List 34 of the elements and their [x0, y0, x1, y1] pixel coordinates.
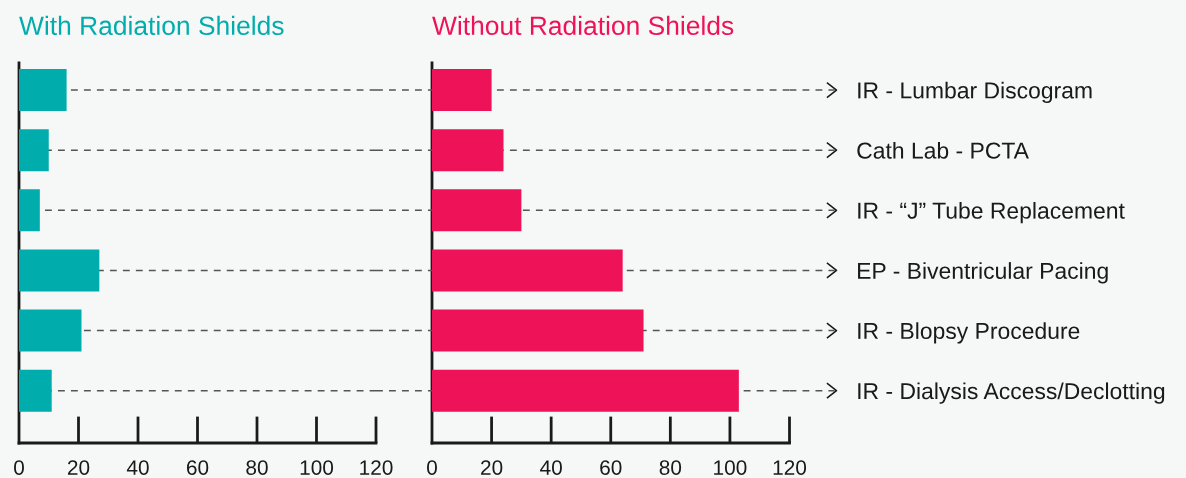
- x-tick-label: 40: [126, 460, 149, 475]
- x-tick-label: 120: [360, 460, 393, 475]
- x-tick-label: 40: [540, 460, 562, 475]
- bar: [19, 129, 49, 172]
- x-tick-label: 60: [600, 460, 622, 475]
- y-tick-label: Cath Lab - PCTA: [857, 141, 1029, 159]
- x-tick-label: 120: [773, 460, 807, 475]
- bar: [19, 369, 52, 412]
- bar: [19, 69, 67, 112]
- y-tick-label: IR - Dialysis Access/Declotting: [858, 382, 1165, 404]
- x-tick-label: 100: [714, 460, 747, 475]
- bar: [432, 189, 522, 232]
- y-tick-label: IR - Blopsy Procedure: [858, 322, 1080, 344]
- x-tick-label: 20: [481, 460, 503, 475]
- bar: [432, 249, 623, 292]
- chart-title: With Radiation Shields: [19, 15, 284, 36]
- y-tick-label: IR - “J” Tube Replacement: [858, 202, 1125, 224]
- x-tick-label: 80: [246, 460, 268, 475]
- x-tick-label: 80: [659, 460, 682, 475]
- chart-title: Without Radiation Shields: [432, 15, 734, 36]
- x-tick-label: 60: [186, 460, 209, 475]
- bar: [432, 69, 492, 112]
- bar: [19, 189, 40, 232]
- bar: [19, 249, 100, 292]
- bar: [19, 309, 82, 352]
- bar: [432, 309, 644, 352]
- y-tick-label: EP - Biventricular Pacing: [858, 262, 1108, 284]
- y-tick-label: IR - Lumbar Discogram: [858, 81, 1092, 104]
- x-tick-label: 0: [14, 460, 24, 475]
- bar: [432, 369, 739, 412]
- x-tick-label: 0: [427, 460, 437, 475]
- bar: [432, 129, 504, 172]
- x-tick-label: 20: [67, 460, 90, 475]
- x-tick-label: 100: [300, 460, 334, 475]
